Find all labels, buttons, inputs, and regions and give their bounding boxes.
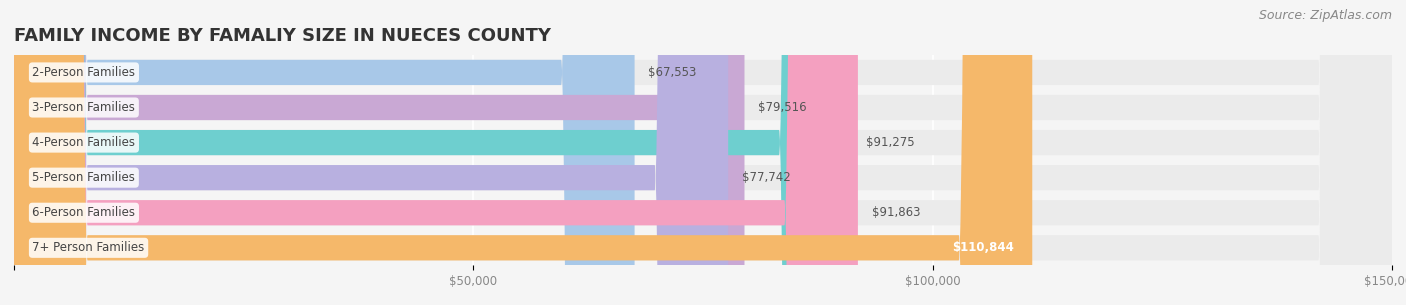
Text: 5-Person Families: 5-Person Families: [32, 171, 135, 184]
Text: $77,742: $77,742: [742, 171, 790, 184]
FancyBboxPatch shape: [14, 0, 1392, 305]
FancyBboxPatch shape: [14, 0, 728, 305]
Text: 3-Person Families: 3-Person Families: [32, 101, 135, 114]
FancyBboxPatch shape: [14, 0, 1392, 305]
Text: $91,275: $91,275: [866, 136, 915, 149]
FancyBboxPatch shape: [14, 0, 1392, 305]
FancyBboxPatch shape: [14, 0, 1392, 305]
Text: $110,844: $110,844: [952, 241, 1014, 254]
FancyBboxPatch shape: [14, 0, 852, 305]
FancyBboxPatch shape: [14, 0, 858, 305]
Text: 6-Person Families: 6-Person Families: [32, 206, 135, 219]
FancyBboxPatch shape: [14, 0, 1392, 305]
Text: $79,516: $79,516: [758, 101, 807, 114]
Text: $91,863: $91,863: [872, 206, 920, 219]
FancyBboxPatch shape: [14, 0, 634, 305]
Text: $67,553: $67,553: [648, 66, 697, 79]
Text: 4-Person Families: 4-Person Families: [32, 136, 135, 149]
FancyBboxPatch shape: [14, 0, 745, 305]
Text: 2-Person Families: 2-Person Families: [32, 66, 135, 79]
FancyBboxPatch shape: [14, 0, 1392, 305]
FancyBboxPatch shape: [14, 0, 1032, 305]
Text: FAMILY INCOME BY FAMALIY SIZE IN NUECES COUNTY: FAMILY INCOME BY FAMALIY SIZE IN NUECES …: [14, 27, 551, 45]
Text: Source: ZipAtlas.com: Source: ZipAtlas.com: [1258, 9, 1392, 22]
Text: 7+ Person Families: 7+ Person Families: [32, 241, 145, 254]
